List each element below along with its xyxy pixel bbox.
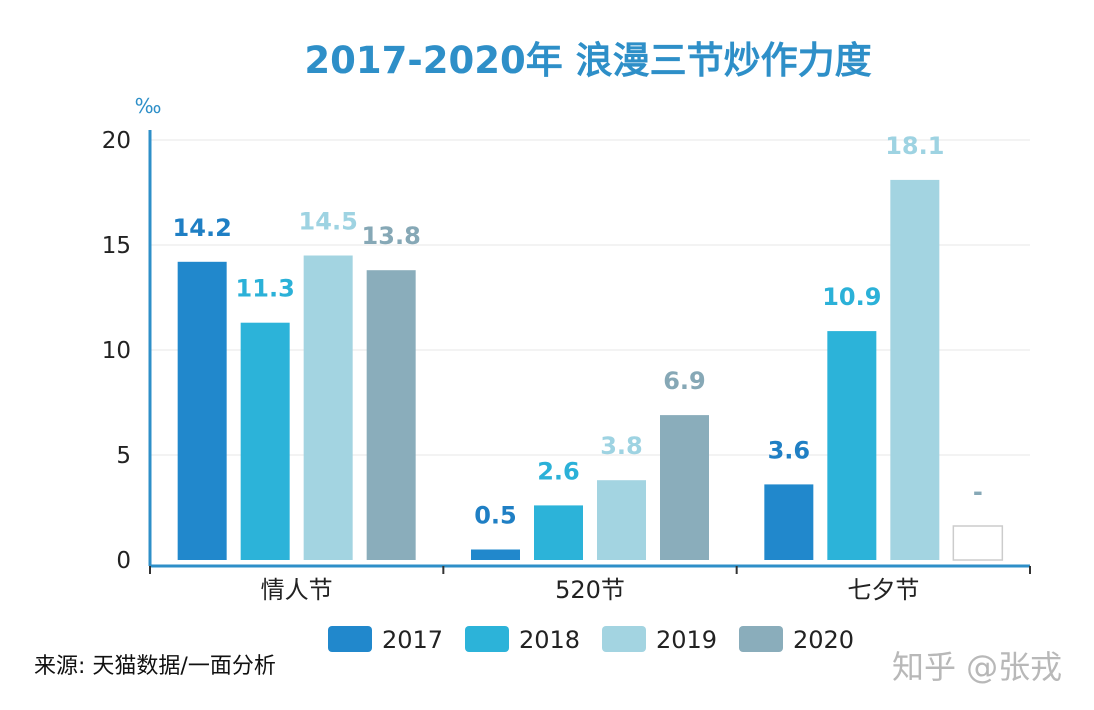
axes: 0 5 10 15 20 情人节 520节 七夕节: [102, 128, 1031, 604]
bar: [303, 255, 353, 560]
bar: [240, 322, 290, 560]
data-label: 3.6: [768, 436, 811, 464]
data-label: 10.9: [822, 283, 881, 311]
legend-swatch: [465, 626, 509, 652]
bar: [827, 331, 877, 560]
data-label: 3.8: [600, 432, 643, 460]
y-tick-label: 10: [102, 338, 131, 364]
legend: 2017 2018 2019 2020: [328, 626, 854, 654]
bar: [660, 415, 709, 560]
legend-label: 2019: [656, 626, 717, 654]
data-label: -: [973, 478, 983, 506]
bar: [177, 261, 227, 560]
x-category-label: 520节: [555, 576, 625, 604]
y-axis-unit-label: ‰: [135, 94, 162, 118]
y-tick-label: 20: [102, 128, 131, 154]
x-category-label: 七夕节: [847, 576, 919, 604]
data-label: 14.2: [173, 214, 232, 242]
legend-label: 2020: [793, 626, 854, 654]
legend-swatch: [602, 626, 646, 652]
bar: [890, 179, 940, 560]
data-label: 13.8: [362, 222, 421, 250]
legend-swatch: [739, 626, 783, 652]
bar: [764, 484, 814, 560]
bar: [534, 505, 583, 560]
legend-label: 2018: [519, 626, 580, 654]
legend-label: 2017: [382, 626, 443, 654]
data-label: 11.3: [236, 275, 295, 303]
source-note: 来源: 天猫数据/一面分析: [34, 654, 276, 679]
x-category-label: 情人节: [261, 576, 333, 604]
data-label: 14.5: [299, 208, 358, 236]
data-label: 0.5: [474, 502, 517, 530]
gridlines: [150, 139, 1030, 456]
chart-title: 2017-2020年 浪漫三节炒作力度: [304, 39, 871, 82]
bar: [597, 480, 646, 560]
legend-swatch: [328, 626, 372, 652]
bar: [366, 270, 416, 560]
bar: [471, 549, 520, 560]
y-tick-label: 0: [116, 548, 131, 574]
data-label: 18.1: [885, 132, 944, 160]
bars-group: 14.2 11.3 14.513.8 0.5 2.6 3.8 6.9 3.6 10.9 18.1 -: [173, 132, 1004, 561]
bar-missing: [952, 525, 1004, 561]
y-tick-label: 15: [102, 233, 131, 259]
y-tick-label: 5: [116, 443, 131, 469]
data-label: 6.9: [663, 367, 706, 395]
data-label: 2.6: [537, 457, 580, 485]
watermark: 知乎 @张戎: [892, 648, 1063, 686]
